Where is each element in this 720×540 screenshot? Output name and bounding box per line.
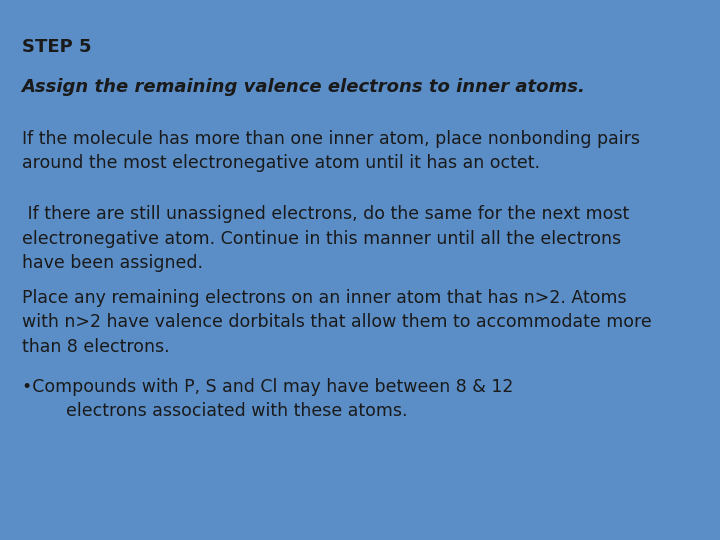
Text: Assign the remaining valence electrons to inner atoms.: Assign the remaining valence electrons t… <box>22 78 585 96</box>
Text: If the molecule has more than one inner atom, place nonbonding pairs
around the : If the molecule has more than one inner … <box>22 130 639 172</box>
Text: If there are still unassigned electrons, do the same for the next most
electrone: If there are still unassigned electrons,… <box>22 205 629 272</box>
Text: •Compounds with P, S and Cl may have between 8 & 12: •Compounds with P, S and Cl may have bet… <box>22 378 513 396</box>
Text: Place any remaining electrons on an inner atom that has n>2. Atoms
with n>2 have: Place any remaining electrons on an inne… <box>22 289 652 355</box>
Text: electrons associated with these atoms.: electrons associated with these atoms. <box>22 402 407 420</box>
Text: STEP 5: STEP 5 <box>22 38 91 56</box>
